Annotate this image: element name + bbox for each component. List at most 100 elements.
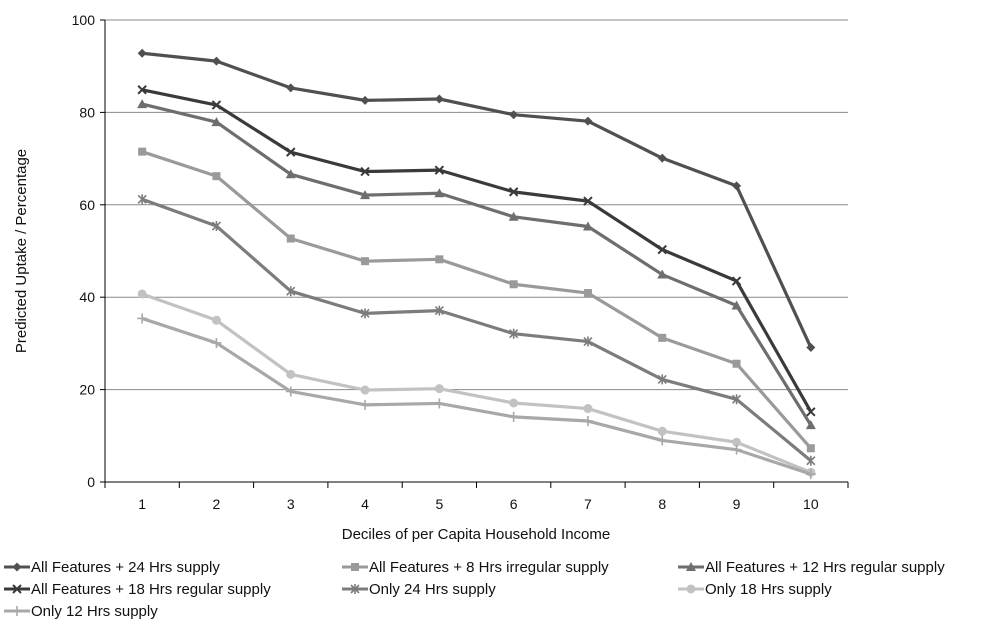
data-point	[211, 117, 222, 127]
series-line	[141, 292, 812, 474]
legend-marker	[12, 562, 22, 572]
data-point	[805, 420, 816, 430]
data-point	[137, 85, 147, 95]
data-point	[657, 244, 667, 255]
data-point	[360, 166, 370, 177]
legend-marker	[12, 584, 22, 594]
x-tick-label: 6	[510, 496, 518, 512]
legend-marker	[350, 584, 360, 594]
data-point	[582, 221, 593, 231]
series-line	[141, 197, 812, 462]
data-point	[137, 313, 148, 324]
legend-item: Only 12 Hrs supply	[4, 603, 158, 620]
data-point	[731, 300, 742, 310]
axes	[100, 19, 849, 488]
data-point	[806, 343, 816, 353]
x-tick-label: 7	[584, 496, 592, 512]
y-axis-label: Predicted Uptake / Percentage	[13, 149, 30, 353]
data-point	[509, 398, 519, 408]
data-point	[361, 257, 370, 266]
data-point	[805, 469, 816, 480]
x-tick-label: 2	[213, 496, 221, 512]
data-point	[286, 369, 296, 379]
legend-label: All Features + 8 Hrs irregular supply	[369, 559, 609, 576]
data-point	[360, 308, 370, 319]
legend-label: Only 12 Hrs supply	[31, 603, 158, 620]
legend-item: All Features + 24 Hrs supply	[4, 559, 220, 576]
data-point	[583, 289, 592, 298]
series-line	[141, 316, 812, 476]
data-point	[732, 359, 741, 368]
data-point	[434, 188, 445, 198]
data-point	[138, 147, 147, 156]
x-tick-label: 9	[733, 496, 741, 512]
legend-label: Only 24 Hrs supply	[369, 581, 496, 598]
legend: All Features + 24 Hrs supply All Features…	[4, 559, 945, 620]
x-tick-label: 8	[658, 496, 666, 512]
series-line	[141, 88, 813, 413]
data-point	[657, 153, 667, 163]
y-tick-labels: 0 20 40 60 80 100	[72, 12, 96, 490]
data-point	[658, 333, 667, 342]
data-point	[434, 384, 444, 394]
data-point	[434, 305, 444, 316]
data-point	[806, 444, 815, 453]
data-point	[508, 411, 519, 422]
data-point	[806, 407, 816, 417]
data-point	[731, 276, 742, 286]
x-axis-label: Deciles of per Capita Household Income	[342, 526, 610, 543]
data-point	[657, 374, 667, 385]
data-point	[806, 455, 816, 466]
y-tick-label: 60	[79, 197, 95, 213]
series-5	[137, 194, 816, 466]
x-tick-label: 3	[287, 496, 295, 512]
x-tick-label: 1	[138, 496, 146, 512]
legend-label: All Features + 12 Hrs regular supply	[705, 559, 945, 576]
legend-marker	[351, 563, 359, 571]
data-point	[582, 416, 593, 427]
data-point	[583, 404, 593, 414]
legend-marker	[686, 562, 696, 571]
data-point	[434, 94, 444, 104]
data-point	[434, 398, 445, 409]
legend-item: Only 18 Hrs supply	[678, 581, 832, 598]
data-point	[286, 147, 296, 157]
series-1	[137, 48, 816, 353]
data-point	[360, 95, 370, 105]
legend-label: All Features + 18 Hrs regular supply	[31, 581, 271, 598]
series-6	[137, 289, 816, 477]
data-point	[360, 399, 371, 410]
legend-item: All Features + 8 Hrs irregular supply	[342, 559, 609, 576]
legend-marker	[686, 584, 696, 594]
data-point	[286, 234, 295, 243]
data-point	[360, 190, 371, 200]
data-point	[508, 211, 519, 221]
x-tick-label: 4	[361, 496, 369, 512]
series-7	[137, 313, 816, 480]
data-point	[731, 444, 742, 455]
data-point	[657, 269, 668, 279]
data-point	[360, 385, 370, 395]
data-point	[211, 56, 221, 66]
data-point	[435, 255, 444, 264]
y-tick-label: 40	[79, 289, 95, 305]
data-point	[285, 386, 296, 397]
series-4	[137, 85, 816, 417]
data-point	[285, 169, 296, 179]
series-line	[141, 51, 813, 349]
data-point	[583, 196, 593, 206]
y-tick-label: 80	[79, 104, 95, 120]
y-tick-label: 0	[87, 474, 95, 490]
data-point	[137, 48, 147, 58]
data-point	[583, 116, 593, 126]
legend-item: All Features + 18 Hrs regular supply	[4, 581, 271, 598]
data-point	[211, 100, 222, 110]
legend-marker	[12, 606, 22, 616]
y-tick-label: 20	[79, 382, 95, 398]
data-point	[212, 172, 221, 181]
data-point	[509, 110, 519, 120]
data-point	[508, 187, 519, 197]
data-point	[211, 315, 221, 325]
data-point	[286, 286, 296, 297]
